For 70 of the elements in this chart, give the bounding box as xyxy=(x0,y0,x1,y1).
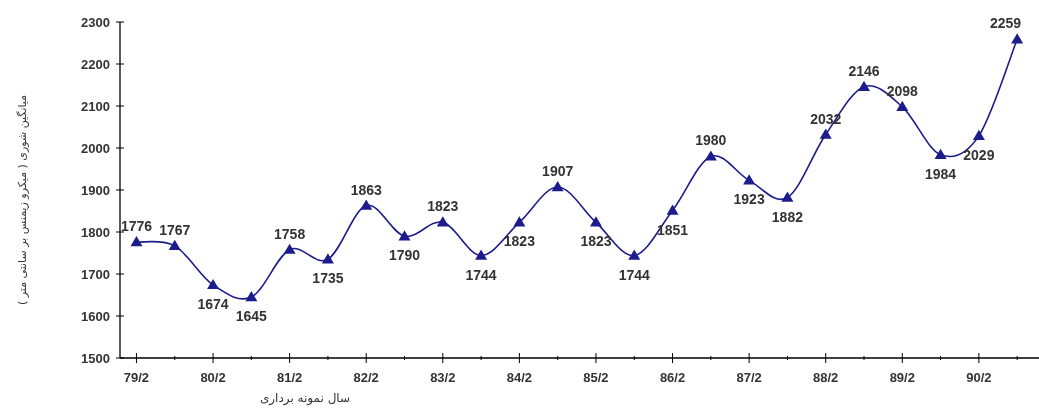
data-label: 1767 xyxy=(159,221,191,238)
point xyxy=(436,216,449,227)
y-tick-label: 1900 xyxy=(81,182,110,198)
data-label: 1984 xyxy=(925,165,957,182)
y-tick-label: 1600 xyxy=(81,308,110,324)
data-label: 1758 xyxy=(274,225,306,242)
y-tick-label: 2200 xyxy=(81,56,110,72)
x-tick-label: 89/2 xyxy=(889,370,915,385)
point xyxy=(743,174,756,185)
y-tick-label: 1500 xyxy=(81,350,110,366)
point xyxy=(1011,33,1024,44)
data-label: 1980 xyxy=(695,132,727,149)
point xyxy=(360,199,373,210)
y-tick-label: 1800 xyxy=(81,224,110,240)
y-tick-label: 1700 xyxy=(81,266,110,282)
point xyxy=(972,129,985,141)
data-label: 1851 xyxy=(656,221,689,238)
x-tick-label: 88/2 xyxy=(813,370,839,385)
data-label: 1907 xyxy=(542,163,574,180)
data-label: 1744 xyxy=(465,266,497,283)
point xyxy=(819,128,832,139)
point xyxy=(398,230,411,241)
x-tick-label: 90/2 xyxy=(966,370,992,385)
point xyxy=(666,204,679,215)
point xyxy=(589,216,602,227)
x-tick-label: 84/2 xyxy=(506,370,533,385)
point xyxy=(896,100,909,112)
y-tick-label: 2000 xyxy=(81,140,110,156)
data-label: 1776 xyxy=(120,218,153,235)
point xyxy=(130,236,143,247)
point xyxy=(551,181,564,192)
x-tick-label: 81/2 xyxy=(276,370,303,385)
data-label: 1790 xyxy=(388,247,421,264)
y-tick-label: 2100 xyxy=(81,98,110,114)
x-tick-label: 80/2 xyxy=(200,370,226,385)
point xyxy=(321,253,334,264)
data-label: 1645 xyxy=(235,308,268,325)
point xyxy=(934,148,947,159)
data-label: 1923 xyxy=(733,191,765,208)
point xyxy=(781,191,794,202)
point xyxy=(513,216,526,227)
x-tick-label: 85/2 xyxy=(583,370,609,385)
point xyxy=(475,249,488,260)
x-tick-label: 87/2 xyxy=(736,370,762,385)
data-label: 2029 xyxy=(963,146,995,163)
data-label: 1735 xyxy=(312,270,344,287)
data-label: 2259 xyxy=(990,15,1022,32)
data-label: 1823 xyxy=(427,198,459,215)
data-label: 1823 xyxy=(503,233,536,250)
y-tick-label: 2300 xyxy=(81,14,110,30)
data-label: 1674 xyxy=(197,295,229,312)
point xyxy=(245,291,258,302)
point xyxy=(207,278,220,290)
data-label: 1823 xyxy=(580,233,612,250)
point xyxy=(283,243,296,254)
x-tick-label: 82/2 xyxy=(353,370,379,385)
point xyxy=(704,150,717,161)
x-tick-label: 79/2 xyxy=(123,370,150,385)
data-label: 2146 xyxy=(848,62,880,79)
data-label: 1882 xyxy=(771,208,804,225)
point xyxy=(628,249,641,260)
data-label: 2098 xyxy=(886,82,919,99)
data-label: 1744 xyxy=(618,266,651,283)
x-tick-label: 83/2 xyxy=(430,370,456,385)
point xyxy=(858,80,870,91)
x-axis-title: سال نمونه برداری xyxy=(259,391,351,406)
point xyxy=(168,239,181,251)
data-label: 1863 xyxy=(350,181,382,198)
y-axis-title: میانگین شوری ( میکرو زیمنس بر سانتی متر ) xyxy=(16,94,29,306)
x-tick-label: 86/2 xyxy=(659,370,686,385)
